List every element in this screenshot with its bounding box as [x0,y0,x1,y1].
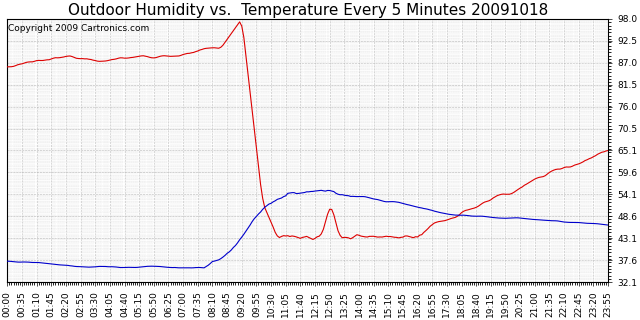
Title: Outdoor Humidity vs.  Temperature Every 5 Minutes 20091018: Outdoor Humidity vs. Temperature Every 5… [68,3,548,18]
Text: Copyright 2009 Cartronics.com: Copyright 2009 Cartronics.com [8,24,150,33]
